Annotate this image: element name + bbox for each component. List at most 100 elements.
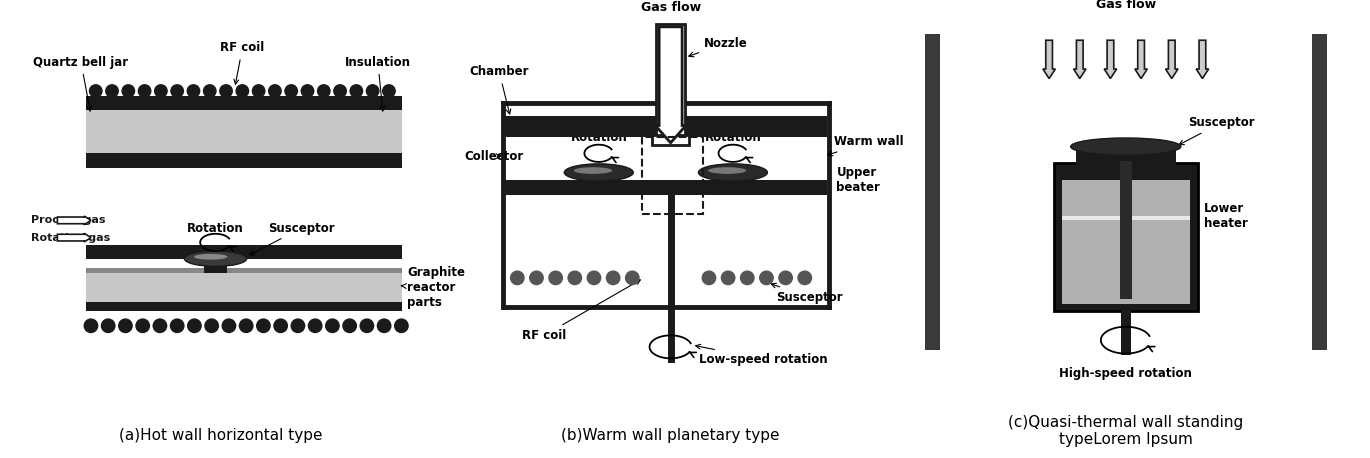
Circle shape	[222, 319, 236, 333]
Bar	[1121, 306, 1130, 354]
Ellipse shape	[1071, 138, 1181, 155]
Bar	[86, 302, 403, 311]
Bar	[652, 135, 689, 145]
Circle shape	[326, 319, 340, 333]
Text: Rotation: Rotation	[570, 131, 627, 144]
Text: Process gas: Process gas	[30, 215, 105, 225]
Ellipse shape	[185, 251, 247, 267]
Ellipse shape	[708, 167, 747, 174]
Circle shape	[171, 85, 184, 97]
Circle shape	[105, 85, 118, 97]
Bar	[506, 180, 827, 196]
Circle shape	[549, 271, 562, 284]
Circle shape	[366, 85, 379, 97]
Circle shape	[101, 319, 115, 333]
Circle shape	[269, 85, 281, 97]
Circle shape	[122, 85, 134, 97]
Circle shape	[360, 319, 374, 333]
Text: Susceptor: Susceptor	[249, 222, 334, 255]
Text: RF coil: RF coil	[522, 280, 640, 342]
FancyArrow shape	[58, 233, 90, 242]
Bar	[506, 116, 827, 137]
Circle shape	[511, 271, 525, 284]
FancyArrow shape	[1074, 40, 1086, 79]
Circle shape	[760, 271, 773, 284]
Circle shape	[301, 85, 314, 97]
Text: Gas flow: Gas flow	[1096, 0, 1156, 11]
Bar	[1062, 216, 1191, 220]
FancyArrow shape	[1043, 40, 1055, 79]
Bar	[86, 96, 403, 110]
Circle shape	[780, 271, 792, 284]
Bar	[1075, 148, 1175, 168]
Text: High-speed rotation: High-speed rotation	[1059, 367, 1192, 380]
Circle shape	[256, 319, 270, 333]
Circle shape	[240, 319, 253, 333]
Circle shape	[626, 271, 638, 284]
Text: (a)Hot wall horizontal type: (a)Hot wall horizontal type	[119, 429, 322, 443]
Bar	[1121, 161, 1132, 299]
Circle shape	[377, 319, 390, 333]
Bar	[589, 169, 608, 182]
Circle shape	[153, 319, 167, 333]
Circle shape	[799, 271, 811, 284]
Text: Quartz bell jar: Quartz bell jar	[33, 56, 129, 111]
Bar	[656, 24, 685, 137]
FancyArrow shape	[58, 216, 90, 225]
Circle shape	[206, 319, 218, 333]
Bar	[723, 169, 743, 182]
Circle shape	[342, 319, 356, 333]
Circle shape	[741, 271, 754, 284]
Ellipse shape	[574, 167, 612, 174]
Bar	[204, 258, 227, 273]
Bar	[86, 153, 403, 168]
Circle shape	[252, 85, 264, 97]
Circle shape	[188, 85, 200, 97]
Circle shape	[318, 85, 330, 97]
Text: Rotation gas: Rotation gas	[30, 233, 110, 243]
Text: Collector: Collector	[464, 150, 523, 163]
Bar	[925, 33, 940, 350]
Bar	[86, 245, 403, 259]
FancyArrow shape	[1196, 40, 1208, 79]
Text: Rotation: Rotation	[188, 222, 244, 234]
Text: Graphite
reactor
parts: Graphite reactor parts	[401, 267, 466, 309]
FancyArrow shape	[1104, 40, 1117, 79]
Circle shape	[395, 319, 408, 333]
Bar	[506, 105, 827, 305]
Circle shape	[588, 271, 600, 284]
Text: Upper
beater: Upper beater	[837, 166, 881, 194]
Bar	[86, 268, 403, 273]
Circle shape	[292, 319, 304, 333]
Circle shape	[703, 271, 715, 284]
Circle shape	[219, 85, 233, 97]
Text: (b)Warm wall planetary type: (b)Warm wall planetary type	[562, 429, 780, 443]
Bar	[1311, 33, 1328, 350]
Text: Nozzle: Nozzle	[689, 37, 748, 57]
Circle shape	[188, 319, 201, 333]
Ellipse shape	[564, 164, 633, 181]
Circle shape	[170, 319, 184, 333]
Text: Chamber: Chamber	[470, 65, 529, 114]
Circle shape	[89, 85, 101, 97]
Circle shape	[204, 85, 216, 97]
Bar	[1062, 180, 1191, 304]
Text: Lower
heater: Lower heater	[1204, 202, 1248, 229]
Circle shape	[138, 85, 151, 97]
Text: Gas flow: Gas flow	[641, 1, 700, 14]
Circle shape	[607, 271, 619, 284]
Text: Insulation: Insulation	[345, 56, 411, 111]
Circle shape	[382, 85, 395, 97]
Bar	[1054, 163, 1197, 311]
Bar	[86, 110, 403, 153]
Bar	[86, 273, 403, 302]
Circle shape	[285, 85, 297, 97]
Bar	[643, 137, 703, 214]
Text: (c)Quasi-thermal wall standing
typeLorem Ipsum: (c)Quasi-thermal wall standing typeLorem…	[1008, 415, 1244, 447]
Circle shape	[722, 271, 734, 284]
Circle shape	[569, 271, 581, 284]
FancyArrow shape	[1134, 40, 1147, 79]
Circle shape	[119, 319, 132, 333]
FancyArrow shape	[1166, 40, 1178, 79]
Text: Susceptor: Susceptor	[771, 283, 843, 304]
